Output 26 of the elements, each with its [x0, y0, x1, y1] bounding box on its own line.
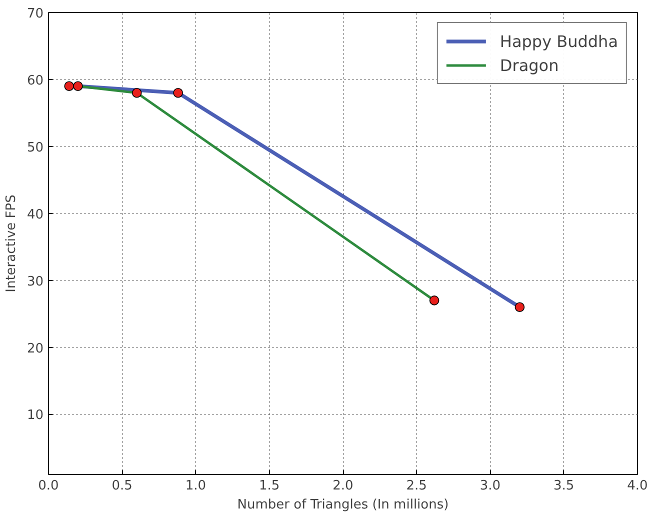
y-tick-label: 40 [26, 207, 44, 222]
x-axis-title: Number of Triangles (In millions) [237, 498, 449, 512]
x-tick-label: 1.0 [185, 478, 206, 494]
y-tick-label: 30 [26, 274, 44, 290]
point [64, 81, 74, 92]
x-tick-label: 0.0 [38, 478, 59, 494]
x-tick-label: 1.5 [259, 478, 280, 494]
point [429, 296, 440, 306]
y-axis-title: Interactive FPS [4, 194, 19, 292]
y-tick-label: 10 [26, 408, 44, 424]
y-tick-label: 60 [26, 73, 44, 88]
x-tick-label: 2.0 [332, 478, 354, 494]
x-tick-label: 3.5 [554, 478, 574, 494]
point [514, 302, 525, 312]
point [132, 88, 142, 98]
point [173, 88, 183, 98]
y-tick-label: 20 [26, 341, 44, 356]
x-tick-label: 3.0 [480, 478, 501, 494]
legend-label: Happy Buddha [500, 32, 618, 50]
x-tick-label: 0.5 [112, 478, 132, 494]
y-tick-label: 70 [26, 6, 44, 22]
y-tick-label: 50 [26, 140, 44, 156]
x-tick-label: 4.0 [627, 478, 648, 494]
point [73, 81, 83, 92]
legend-label: Dragon [500, 56, 559, 74]
x-tick-label: 2.5 [406, 478, 427, 494]
